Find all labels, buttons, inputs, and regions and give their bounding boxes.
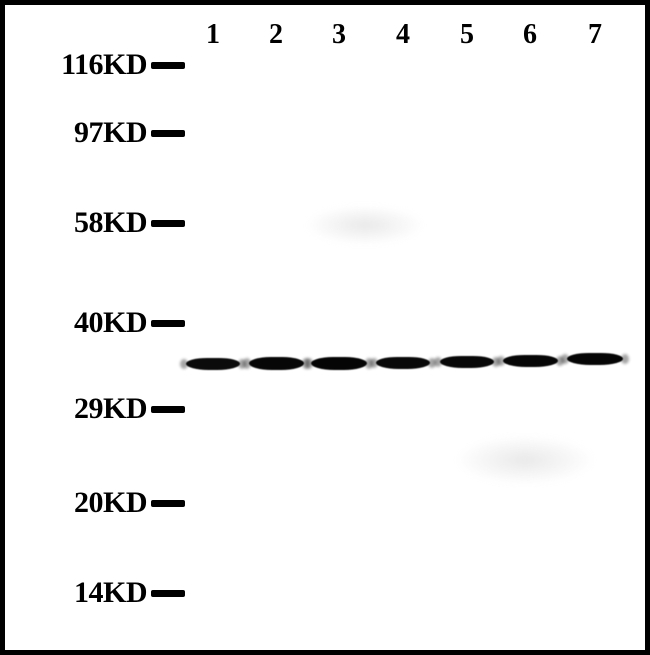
marker-label: 58KD bbox=[74, 206, 147, 240]
marker-row-116KD: 116KD bbox=[5, 48, 185, 82]
marker-label: 20KD bbox=[74, 486, 147, 520]
marker-row-58KD: 58KD bbox=[5, 206, 185, 240]
marker-label: 40KD bbox=[74, 306, 147, 340]
band-lane-1 bbox=[186, 358, 240, 370]
marker-row-97KD: 97KD bbox=[5, 116, 185, 150]
western-blot: 1234567 116KD97KD58KD40KD29KD20KD14KD bbox=[5, 5, 645, 650]
marker-label: 116KD bbox=[61, 48, 147, 82]
band-lane-4 bbox=[376, 357, 430, 369]
marker-row-29KD: 29KD bbox=[5, 392, 185, 426]
marker-row-14KD: 14KD bbox=[5, 576, 185, 610]
band-lane-6 bbox=[503, 355, 558, 367]
band-lane-7 bbox=[567, 353, 623, 365]
marker-label: 14KD bbox=[74, 576, 147, 610]
marker-label: 29KD bbox=[74, 392, 147, 426]
marker-row-40KD: 40KD bbox=[5, 306, 185, 340]
band-lane-3 bbox=[311, 357, 367, 370]
lanes-area bbox=[180, 5, 635, 650]
band-lane-2 bbox=[249, 357, 304, 370]
band-lane-5 bbox=[440, 356, 494, 368]
marker-row-20KD: 20KD bbox=[5, 486, 185, 520]
marker-label: 97KD bbox=[74, 116, 147, 150]
